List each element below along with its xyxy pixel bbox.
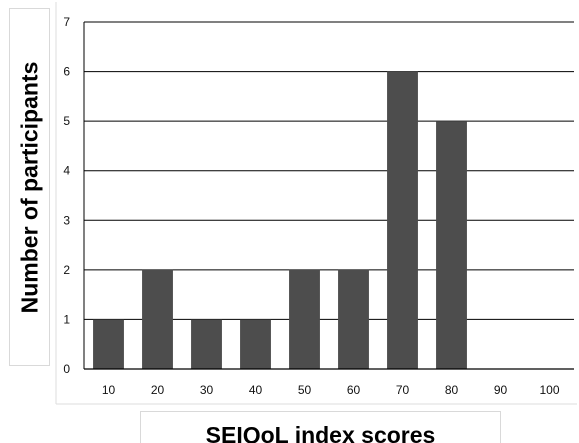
x-tick-label: 50 <box>298 383 312 397</box>
x-tick-labels: 10 20 30 40 50 60 70 80 90 100 <box>102 383 560 397</box>
axes <box>55 2 577 405</box>
y-tick-labels: 0 1 2 3 4 5 6 7 <box>63 15 70 376</box>
x-tick-label: 40 <box>249 383 263 397</box>
x-tick-label: 100 <box>539 383 559 397</box>
bar <box>289 269 320 369</box>
x-tick-label: 60 <box>347 383 361 397</box>
x-tick-label: 20 <box>151 383 165 397</box>
y-tick-label: 2 <box>63 263 70 277</box>
y-tick-label: 7 <box>63 15 70 29</box>
bar <box>240 319 271 369</box>
bar <box>338 269 369 369</box>
bar <box>436 121 467 370</box>
y-tick-label: 4 <box>63 164 70 178</box>
y-axis-title: Number of participants <box>16 61 43 313</box>
x-tick-label: 30 <box>200 383 214 397</box>
bar <box>191 319 222 369</box>
bar <box>387 71 418 370</box>
x-tick-label: 90 <box>494 383 508 397</box>
bar <box>93 319 124 369</box>
x-tick-label: 10 <box>102 383 116 397</box>
bars <box>93 71 467 370</box>
y-tick-label: 5 <box>63 114 70 128</box>
y-tick-label: 1 <box>63 312 70 326</box>
y-tick-label: 6 <box>63 65 70 79</box>
y-tick-label: 0 <box>63 362 70 376</box>
y-tick-label: 3 <box>63 213 70 227</box>
x-tick-label: 80 <box>445 383 459 397</box>
x-tick-label: 70 <box>396 383 410 397</box>
x-axis-title-box: SEIQoL index scores <box>140 411 501 443</box>
bar <box>142 269 173 369</box>
y-axis-title-box: Number of participants <box>9 8 50 366</box>
x-axis-title: SEIQoL index scores <box>205 421 436 443</box>
